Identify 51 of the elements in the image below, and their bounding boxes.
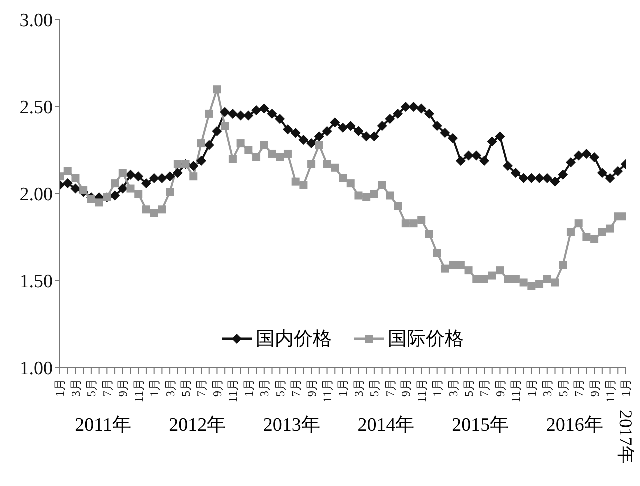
text: 2014年: [356, 414, 416, 438]
x-tick-label: 7月: [194, 379, 209, 397]
x-tick-label: 9月: [493, 379, 508, 397]
x-tick-label: 1月: [53, 379, 68, 397]
x-tick-label: 7月: [100, 379, 114, 397]
x-tick-label: 9月: [399, 379, 414, 397]
legend-label: 国际价格: [388, 328, 464, 352]
x-tick-label: 1月: [242, 379, 256, 397]
x-tick-label: 11月: [226, 379, 240, 403]
x-tick-label: 3月: [163, 379, 178, 397]
x-tick-label: 5月: [84, 379, 99, 397]
x-tick-label: 9月: [304, 379, 319, 397]
x-tick-label: 11月: [132, 379, 146, 403]
text: 2015年: [451, 414, 510, 438]
x-tick-label: 1月: [336, 379, 350, 397]
y-tick-label: 3.00: [20, 10, 53, 32]
x-tick-label: 9月: [116, 379, 130, 397]
x-tick-label: 11月: [320, 379, 334, 403]
x-tick-label: 9月: [210, 379, 224, 397]
x-tick-label: 1月: [619, 379, 634, 397]
text: 2011年: [74, 414, 132, 438]
x-tick-label: 3月: [446, 379, 460, 397]
x-tick-label: 7月: [572, 379, 586, 397]
legend-label: 国内价格: [256, 328, 332, 352]
x-tick-label: 1月: [430, 379, 445, 397]
x-tick-label: 7月: [383, 379, 398, 397]
x-tick-label: 7月: [289, 379, 304, 397]
text: 2017年: [615, 410, 637, 464]
x-tick-label: 3月: [68, 379, 83, 397]
x-tick-label: 11月: [603, 379, 618, 403]
x-tick-label: 9月: [588, 379, 602, 397]
text: 2016年: [545, 414, 604, 438]
x-tick-label: 11月: [414, 379, 429, 403]
x-tick-label: 11月: [509, 379, 524, 403]
y-tick-label: 2.50: [20, 98, 53, 119]
x-tick-label: 7月: [478, 379, 492, 397]
x-tick-label: 3月: [258, 379, 272, 397]
x-tick-label: 3月: [540, 379, 555, 397]
y-tick-label: 1.00: [20, 358, 53, 380]
text: 2013年: [262, 414, 322, 438]
x-tick-label: 5月: [178, 379, 193, 397]
x-tick-label: 3月: [352, 379, 366, 397]
x-tick-label: 5月: [556, 379, 570, 397]
y-tick-label: 2.00: [20, 184, 53, 206]
x-tick-label: 5月: [368, 379, 382, 397]
x-tick-label: 5月: [273, 379, 288, 397]
x-tick-label: 5月: [462, 379, 476, 397]
x-tick-label: 1月: [524, 379, 539, 397]
x-tick-label: 1月: [148, 379, 162, 397]
text: 2012年: [168, 414, 228, 438]
y-tick-label: 1.50: [20, 272, 53, 293]
